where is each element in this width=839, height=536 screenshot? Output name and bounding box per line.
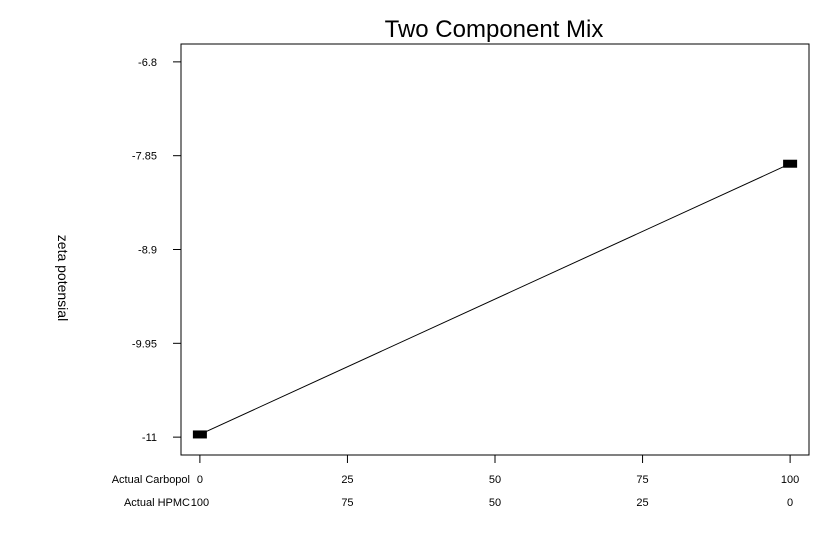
x-tick-label: 75 [636,474,648,486]
y-tick-label: -6.8 [138,57,157,69]
x-tick-label: 75 [341,497,353,509]
data-point-marker [783,159,798,168]
x-tick-label: 25 [341,474,353,486]
x-tick-label: 100 [191,497,209,509]
y-axis: -6.8 -7.85 -8.9 -9.95 -11 [132,57,181,444]
series-layer [199,163,791,435]
x-tick-label: 0 [197,474,203,486]
x-tick-label: 50 [489,474,501,486]
y-tick-label: -11 [142,432,157,444]
x-row-label: Actual HPMC [124,497,190,509]
x-tick-label: 50 [489,497,501,509]
plot-frame [180,43,810,456]
y-tick-label: -8.9 [138,245,157,257]
data-point-marker [192,430,207,439]
chart-title: Two Component Mix [385,16,604,43]
y-tick-label: -9.95 [132,338,157,350]
x-row-label: Actual Carbopol [112,474,190,486]
x-tick-label: 100 [781,474,799,486]
y-axis-label: zeta potensial [55,235,71,321]
series-line [199,163,791,435]
x-tick-label: 25 [636,497,648,509]
y-tick-label: -7.85 [132,151,157,163]
x-tick-label: 0 [787,497,793,509]
marker-layer [192,159,798,439]
